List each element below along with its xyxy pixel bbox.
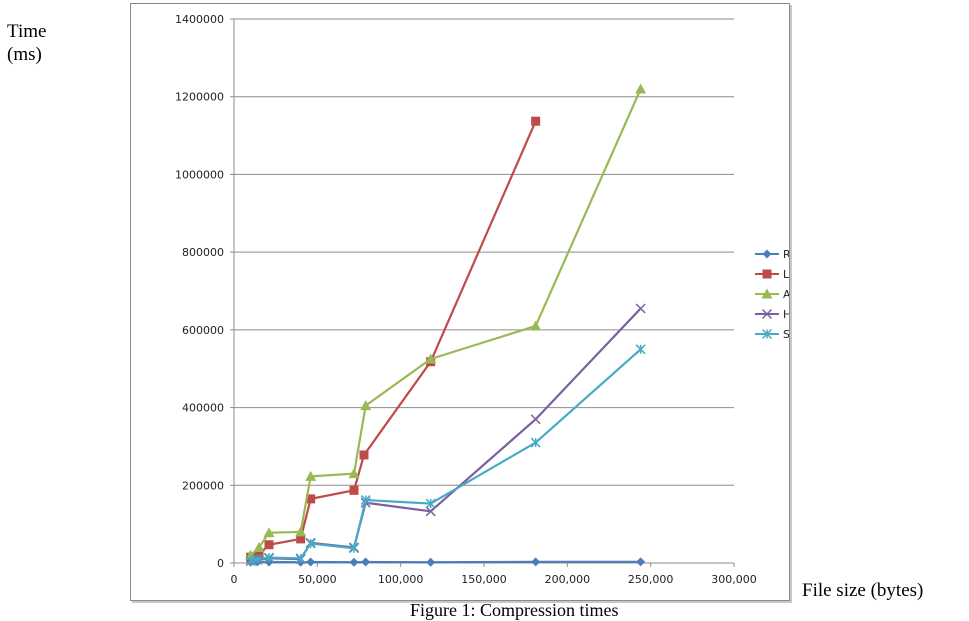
legend-label-lzw: LZW bbox=[783, 268, 789, 281]
data-point-shanon-fano bbox=[636, 345, 645, 354]
chart-svg: 0 200000 400000 600000 800000 1000000 1200000 1… bbox=[131, 4, 789, 600]
data-point-lzw bbox=[531, 117, 540, 126]
data-point-rle bbox=[531, 557, 540, 566]
figure-caption: Figure 1: Compression times bbox=[410, 600, 619, 621]
legend-label-shanon-fano: Shanon Fano bbox=[783, 328, 789, 341]
chart-area: 0 200000 400000 600000 800000 1000000 1200000 1… bbox=[130, 3, 790, 601]
data-point-adaptive-huffman bbox=[635, 83, 646, 93]
x-tick-label: 200,000 bbox=[545, 573, 591, 586]
legend-label-rle: RLE bbox=[783, 248, 789, 261]
y-tick-label: 600000 bbox=[182, 324, 224, 337]
legend-marker-rle bbox=[763, 250, 772, 259]
y-tick-label: 1200000 bbox=[175, 91, 224, 104]
y-tick-label: 0 bbox=[217, 557, 224, 570]
data-point-adaptive-huffman bbox=[530, 320, 541, 330]
y-tick-label: 800000 bbox=[182, 246, 224, 259]
y-axis-title-line2: (ms) bbox=[7, 43, 46, 66]
x-tick-label: 300,000 bbox=[711, 573, 757, 586]
data-point-lzw bbox=[265, 540, 274, 549]
y-tick-label: 1000000 bbox=[175, 168, 224, 181]
x-tick-label: 150,000 bbox=[461, 573, 507, 586]
data-point-rle bbox=[350, 558, 359, 567]
data-point-rle bbox=[306, 558, 315, 567]
x-tick-label: 50,000 bbox=[298, 573, 337, 586]
y-tick-label: 1400000 bbox=[175, 13, 224, 26]
y-axis-title: Time (ms) bbox=[7, 20, 46, 66]
data-point-shanon-fano bbox=[531, 438, 540, 447]
data-point-rle bbox=[636, 557, 645, 566]
data-point-lzw bbox=[350, 486, 359, 495]
series-line-shanon-fano bbox=[251, 349, 641, 560]
x-tick-label: 0 bbox=[231, 573, 238, 586]
data-point-rle bbox=[426, 558, 435, 567]
legend-label-adaptive-huffman: Adaptive Huffman bbox=[783, 288, 789, 301]
data-point-lzw bbox=[360, 450, 369, 459]
x-tick-label: 100,000 bbox=[378, 573, 424, 586]
y-tick-label: 200000 bbox=[182, 479, 224, 492]
y-tick-label: 400000 bbox=[182, 402, 224, 415]
x-axis-title: File size (bytes) bbox=[802, 580, 923, 602]
x-tick-label: 250,000 bbox=[628, 573, 674, 586]
series-line-huffman bbox=[251, 308, 641, 561]
legend-label-huffman: Huffman bbox=[783, 308, 789, 321]
y-axis-title-line1: Time bbox=[7, 20, 46, 43]
data-point-huffman bbox=[636, 304, 645, 313]
legend-marker-lzw bbox=[763, 270, 772, 279]
data-point-huffman bbox=[531, 415, 540, 424]
data-point-rle bbox=[361, 558, 370, 567]
